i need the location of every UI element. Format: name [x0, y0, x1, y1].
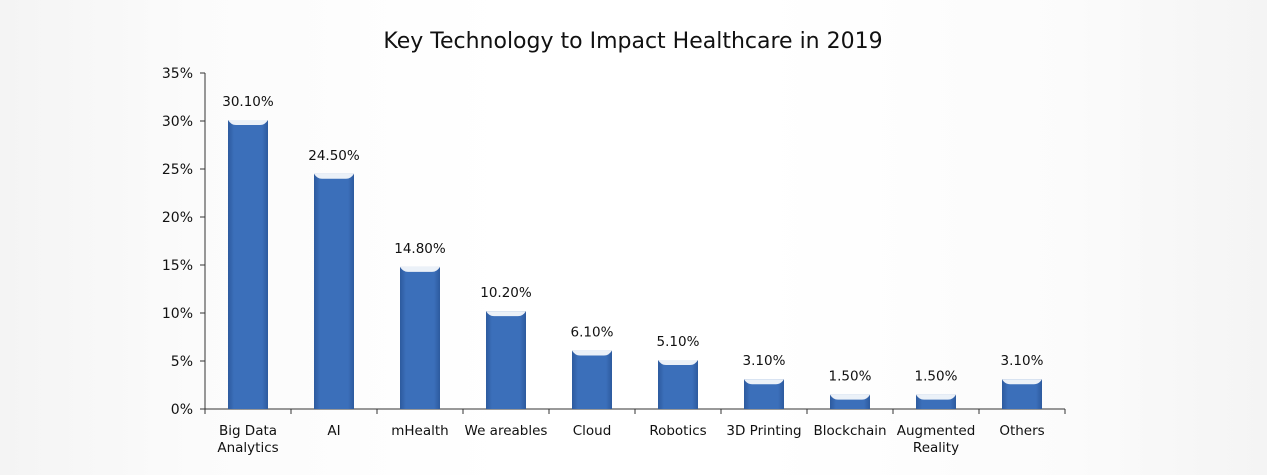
x-tick-label: mHealth [391, 423, 448, 439]
bar-highlight [744, 379, 784, 385]
data-label: 14.80% [394, 241, 446, 257]
bar-highlight [400, 266, 440, 272]
y-tick-label: 35% [162, 66, 193, 82]
x-tick-label: Big Data [219, 423, 277, 439]
bar [400, 266, 440, 409]
y-tick-label: 15% [162, 258, 193, 274]
y-tick-label: 5% [171, 354, 193, 370]
bar [572, 350, 612, 409]
y-tick-label: 30% [162, 114, 193, 130]
bar-highlight [916, 394, 956, 400]
y-tick-label: 25% [162, 162, 193, 178]
bar-highlight [1002, 379, 1042, 385]
data-label: 1.50% [829, 369, 872, 385]
bar-highlight [486, 311, 526, 317]
x-tick-label: Analytics [217, 440, 278, 456]
y-tick-label: 10% [162, 306, 193, 322]
x-tick-label: Blockchain [813, 423, 886, 439]
bar-highlight [228, 120, 268, 126]
data-label: 24.50% [308, 148, 360, 164]
bar-highlight [314, 173, 354, 179]
data-label: 10.20% [480, 285, 532, 301]
x-tick-label: We areables [465, 423, 548, 439]
bar [486, 311, 526, 409]
data-label: 3.10% [1001, 353, 1044, 369]
x-tick-label: AI [327, 423, 340, 439]
data-label: 1.50% [915, 369, 958, 385]
y-tick-label: 20% [162, 210, 193, 226]
x-tick-label: Robotics [649, 423, 706, 439]
bar [314, 173, 354, 409]
data-label: 3.10% [743, 353, 786, 369]
x-tick-label: 3D Printing [726, 423, 801, 439]
bar-highlight [572, 350, 612, 356]
bar-highlight [658, 360, 698, 366]
y-tick-label: 0% [171, 402, 193, 418]
data-label: 5.10% [657, 334, 700, 350]
chart-title: Key Technology to Impact Healthcare in 2… [383, 29, 882, 54]
x-tick-label: Cloud [573, 423, 612, 439]
data-label: 30.10% [222, 94, 274, 110]
x-tick-label: Reality [913, 440, 959, 456]
x-tick-label: Others [999, 423, 1044, 439]
bar [658, 360, 698, 409]
x-tick-label: Augmented [897, 423, 976, 439]
data-label: 6.10% [571, 324, 614, 340]
bar-highlight [830, 394, 870, 400]
bar [228, 120, 268, 409]
